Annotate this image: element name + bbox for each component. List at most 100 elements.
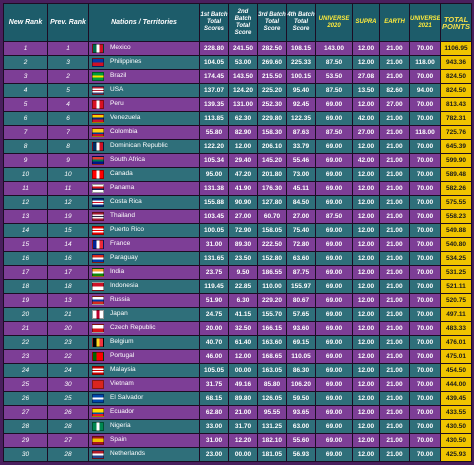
prev-rank-cell: 1 bbox=[47, 41, 89, 56]
table-row[interactable]: 30 28 Netherlands 23.00 00.00 181.05 56.93 69.0… bbox=[3, 447, 472, 462]
batch1-cell: 31.75 bbox=[199, 377, 229, 392]
prev-rank-cell: 22 bbox=[47, 349, 89, 364]
table-row[interactable]: 6 6 Venezuela 113.85 62.30 229.80 122.35 69.00 4… bbox=[3, 111, 472, 126]
prev-rank-cell: 8 bbox=[47, 139, 89, 154]
table-row[interactable]: 4 5 USA 137.07 124.20 225.20 95.40 87.50 13.50 82… bbox=[3, 83, 472, 98]
table-row[interactable]: 11 11 Panama 131.38 41.90 176.30 45.11 69.00 12.… bbox=[3, 181, 472, 196]
universe-2020-cell: 69.00 bbox=[315, 195, 353, 210]
batch2-cell: 61.40 bbox=[228, 335, 258, 350]
header-prev-rank[interactable]: Prev. Rank bbox=[47, 3, 89, 42]
supra-cell: 12.00 bbox=[352, 251, 380, 266]
table-row[interactable]: 5 4 Peru 139.35 131.00 252.30 92.45 69.00 12.00 2… bbox=[3, 97, 472, 112]
universe-2021-cell: 70.00 bbox=[409, 97, 441, 112]
batch2-cell: 12.00 bbox=[228, 139, 258, 154]
universe-2020-cell: 69.00 bbox=[315, 349, 353, 364]
header-total-points[interactable]: TOTAL POINTS bbox=[440, 3, 472, 42]
header-batch4[interactable]: 4th Batch Total Score bbox=[286, 3, 316, 42]
header-batch1[interactable]: 1st Batch Total Scores bbox=[199, 3, 229, 42]
table-row[interactable]: 23 22 Portugal 46.00 12.00 168.65 110.05 69.00 1… bbox=[3, 349, 472, 364]
prev-rank-cell: 3 bbox=[47, 55, 89, 70]
nation-cell: Spain bbox=[88, 433, 200, 448]
batch1-cell: 33.00 bbox=[199, 419, 229, 434]
prev-rank-cell: 11 bbox=[47, 181, 89, 196]
batch2-cell: 41.15 bbox=[228, 307, 258, 322]
earth-cell: 21.00 bbox=[379, 69, 410, 84]
header-earth[interactable]: EARTH bbox=[379, 3, 410, 42]
universe-2020-cell: 87.50 bbox=[315, 55, 353, 70]
table-row[interactable]: 24 24 Malaysia 105.05 00.00 163.05 86.30 69.00 1… bbox=[3, 363, 472, 378]
header-universe-2020[interactable]: UNIVERSE 2020 bbox=[315, 3, 353, 42]
total-points-cell: 475.01 bbox=[440, 349, 472, 364]
table-row[interactable]: 20 21 Japan 24.75 41.15 155.70 57.65 69.00 12.00… bbox=[3, 307, 472, 322]
rank-cell: 25 bbox=[3, 377, 48, 392]
table-row[interactable]: 15 14 France 31.00 89.30 222.50 72.80 69.00 12.0… bbox=[3, 237, 472, 252]
header-batch3[interactable]: 3rd Batch Total Score bbox=[257, 3, 287, 42]
table-row[interactable]: 29 27 Spain 31.00 12.20 182.10 55.60 69.00 12.00… bbox=[3, 433, 472, 448]
table-row[interactable]: 26 25 El Salvador 68.15 89.80 126.05 59.50 69.0… bbox=[3, 391, 472, 406]
table-row[interactable]: 7 7 Colombia 55.80 82.90 158.30 87.63 87.50 27.0… bbox=[3, 125, 472, 140]
header-supra[interactable]: SUPRA bbox=[352, 3, 380, 42]
batch2-cell: 6.30 bbox=[228, 293, 258, 308]
batch4-cell: 87.63 bbox=[286, 125, 316, 140]
header-new-rank[interactable]: New Rank bbox=[3, 3, 48, 42]
table-row[interactable]: 12 12 Costa Rica 155.88 90.90 127.80 84.50 69.0… bbox=[3, 195, 472, 210]
table-row[interactable]: 22 23 Belgium 40.70 61.40 163.60 69.15 69.00 12.… bbox=[3, 335, 472, 350]
prev-rank-cell: 4 bbox=[47, 97, 89, 112]
universe-2020-cell: 69.00 bbox=[315, 321, 353, 336]
table-row[interactable]: 28 28 Nigeria 33.00 31.70 131.25 63.00 69.00 12.… bbox=[3, 419, 472, 434]
nation-name: Nigeria bbox=[110, 422, 131, 430]
table-row[interactable]: 13 19 Thailand 103.45 27.00 60.70 27.00 87.50 12… bbox=[3, 209, 472, 224]
flag-icon bbox=[92, 225, 104, 235]
rank-cell: 27 bbox=[3, 405, 48, 420]
flag-icon bbox=[92, 365, 104, 375]
table-row[interactable]: 8 8 Dominican Republic 122.20 12.00 206.10 33.… bbox=[3, 139, 472, 154]
batch1-cell: 119.45 bbox=[199, 279, 229, 294]
table-row[interactable]: 27 26 Ecuador 62.80 21.00 95.55 93.65 69.00 12.0… bbox=[3, 405, 472, 420]
table-row[interactable]: 21 20 Czech Republic 20.00 32.50 166.15 93.60 6… bbox=[3, 321, 472, 336]
flag-icon bbox=[92, 113, 104, 123]
earth-cell: 21.00 bbox=[379, 167, 410, 182]
rank-cell: 1 bbox=[3, 41, 48, 56]
table-row[interactable]: 25 30 Vietnam 31.75 49.16 85.80 106.20 69.00 12.… bbox=[3, 377, 472, 392]
table-row[interactable]: 9 9 South Africa 105.34 29.40 145.20 55.46 69.0… bbox=[3, 153, 472, 168]
nation-name: El Salvador bbox=[110, 394, 144, 402]
total-points-cell: 813.43 bbox=[440, 97, 472, 112]
table-row[interactable]: 1 1 Mexico 228.80 241.50 282.50 108.15 143.00 12… bbox=[3, 41, 472, 56]
universe-2021-cell: 70.00 bbox=[409, 223, 441, 238]
header-batch2[interactable]: 2nd Batch Total Score bbox=[228, 3, 258, 42]
header-nations[interactable]: Nations / Territories bbox=[88, 3, 200, 42]
rank-cell: 20 bbox=[3, 307, 48, 322]
nation-name: Mexico bbox=[110, 44, 131, 52]
batch4-cell: 80.67 bbox=[286, 293, 316, 308]
universe-2021-cell: 70.00 bbox=[409, 293, 441, 308]
table-row[interactable]: 19 13 Russia 51.90 6.30 229.20 80.67 69.00 12.00… bbox=[3, 293, 472, 308]
supra-cell: 12.00 bbox=[352, 405, 380, 420]
nation-cell: USA bbox=[88, 83, 200, 98]
batch3-cell: 269.60 bbox=[257, 55, 287, 70]
table-row[interactable]: 14 15 Puerto Rico 100.05 72.90 158.05 75.40 69.… bbox=[3, 223, 472, 238]
batch2-cell: 22.85 bbox=[228, 279, 258, 294]
table-row[interactable]: 10 10 Canada 95.00 47.20 201.80 73.00 69.00 12.0… bbox=[3, 167, 472, 182]
supra-cell: 12.00 bbox=[352, 377, 380, 392]
table-row[interactable]: 3 2 Brazil 174.45 143.50 215.50 100.15 53.50 27.… bbox=[3, 69, 472, 84]
flag-icon bbox=[92, 323, 104, 333]
nation-name: Canada bbox=[110, 170, 133, 178]
table-row[interactable]: 2 3 Philippines 104.05 53.00 269.60 225.33 87.5… bbox=[3, 55, 472, 70]
total-points-cell: 520.75 bbox=[440, 293, 472, 308]
table-row[interactable]: 16 16 Paraguay 131.65 23.50 152.80 63.60 69.00 1… bbox=[3, 251, 472, 266]
prev-rank-cell: 5 bbox=[47, 83, 89, 98]
earth-cell: 21.00 bbox=[379, 447, 410, 462]
nation-cell: Mexico bbox=[88, 41, 200, 56]
prev-rank-cell: 28 bbox=[47, 419, 89, 434]
table-row[interactable]: 17 17 India 23.75 9.50 186.55 87.75 69.00 12.00 2… bbox=[3, 265, 472, 280]
batch3-cell: 158.05 bbox=[257, 223, 287, 238]
header-universe-2021[interactable]: UNIVERSE 2021 bbox=[409, 3, 441, 42]
prev-rank-cell: 23 bbox=[47, 335, 89, 350]
table-row[interactable]: 18 18 Indonesia 119.45 22.85 110.00 155.97 69.0… bbox=[3, 279, 472, 294]
nation-cell: Vietnam bbox=[88, 377, 200, 392]
earth-cell: 21.00 bbox=[379, 419, 410, 434]
batch2-cell: 23.50 bbox=[228, 251, 258, 266]
nation-name: Philippines bbox=[110, 58, 142, 66]
earth-cell: 21.00 bbox=[379, 363, 410, 378]
batch4-cell: 73.00 bbox=[286, 167, 316, 182]
